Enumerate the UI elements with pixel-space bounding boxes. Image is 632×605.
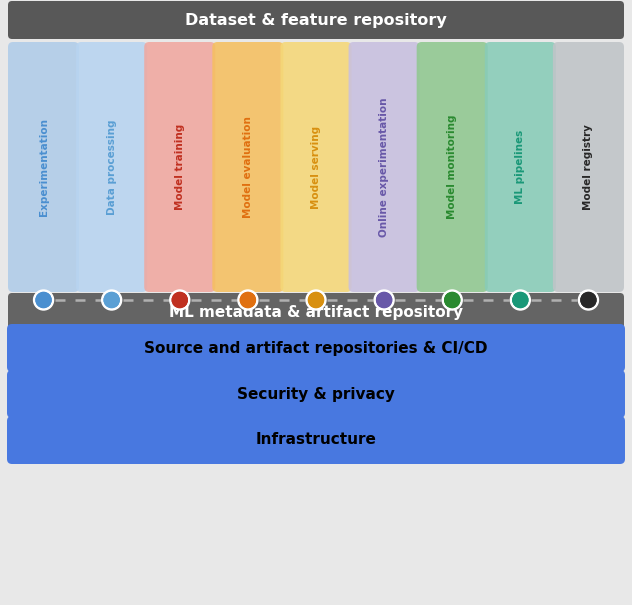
FancyBboxPatch shape xyxy=(7,370,625,418)
FancyBboxPatch shape xyxy=(416,42,488,292)
FancyBboxPatch shape xyxy=(7,416,625,464)
Text: ML pipelines: ML pipelines xyxy=(515,130,525,204)
Circle shape xyxy=(238,290,258,310)
Circle shape xyxy=(102,290,122,310)
FancyBboxPatch shape xyxy=(8,42,79,292)
Text: ML metadata & artifact repository: ML metadata & artifact repository xyxy=(169,304,463,319)
Circle shape xyxy=(33,290,54,310)
Circle shape xyxy=(36,292,51,307)
Circle shape xyxy=(173,292,187,307)
Circle shape xyxy=(374,290,394,310)
Circle shape xyxy=(513,292,528,307)
FancyBboxPatch shape xyxy=(144,42,216,292)
Circle shape xyxy=(377,292,392,307)
Text: Online experimentation: Online experimentation xyxy=(379,97,389,237)
Circle shape xyxy=(308,292,324,307)
Text: Source and artifact repositories & CI/CD: Source and artifact repositories & CI/CD xyxy=(144,341,488,356)
FancyBboxPatch shape xyxy=(7,324,625,372)
Text: Model training: Model training xyxy=(175,124,185,210)
Text: Dataset & feature repository: Dataset & feature repository xyxy=(185,13,447,27)
Text: Model monitoring: Model monitoring xyxy=(447,115,457,219)
Text: Experimentation: Experimentation xyxy=(39,118,49,216)
Text: Model serving: Model serving xyxy=(311,125,321,209)
Circle shape xyxy=(104,292,119,307)
Circle shape xyxy=(173,292,187,307)
Circle shape xyxy=(510,290,530,310)
Circle shape xyxy=(240,292,255,307)
FancyBboxPatch shape xyxy=(76,42,147,292)
Circle shape xyxy=(581,292,596,307)
Circle shape xyxy=(513,292,528,307)
Text: Model evaluation: Model evaluation xyxy=(243,116,253,218)
Circle shape xyxy=(377,292,392,307)
Circle shape xyxy=(240,292,255,307)
FancyBboxPatch shape xyxy=(8,293,624,331)
FancyBboxPatch shape xyxy=(349,42,420,292)
Text: Data processing: Data processing xyxy=(107,119,117,215)
FancyBboxPatch shape xyxy=(8,1,624,39)
Circle shape xyxy=(308,292,324,307)
Text: Model registry: Model registry xyxy=(583,124,593,210)
FancyBboxPatch shape xyxy=(281,42,351,292)
Circle shape xyxy=(581,292,596,307)
FancyBboxPatch shape xyxy=(212,42,283,292)
Text: Security & privacy: Security & privacy xyxy=(237,387,395,402)
Circle shape xyxy=(578,290,599,310)
Text: Infrastructure: Infrastructure xyxy=(255,433,377,448)
Circle shape xyxy=(306,290,326,310)
Circle shape xyxy=(442,290,462,310)
Circle shape xyxy=(170,290,190,310)
Circle shape xyxy=(36,292,51,307)
Circle shape xyxy=(445,292,459,307)
Circle shape xyxy=(445,292,459,307)
Circle shape xyxy=(104,292,119,307)
FancyBboxPatch shape xyxy=(485,42,556,292)
FancyBboxPatch shape xyxy=(553,42,624,292)
